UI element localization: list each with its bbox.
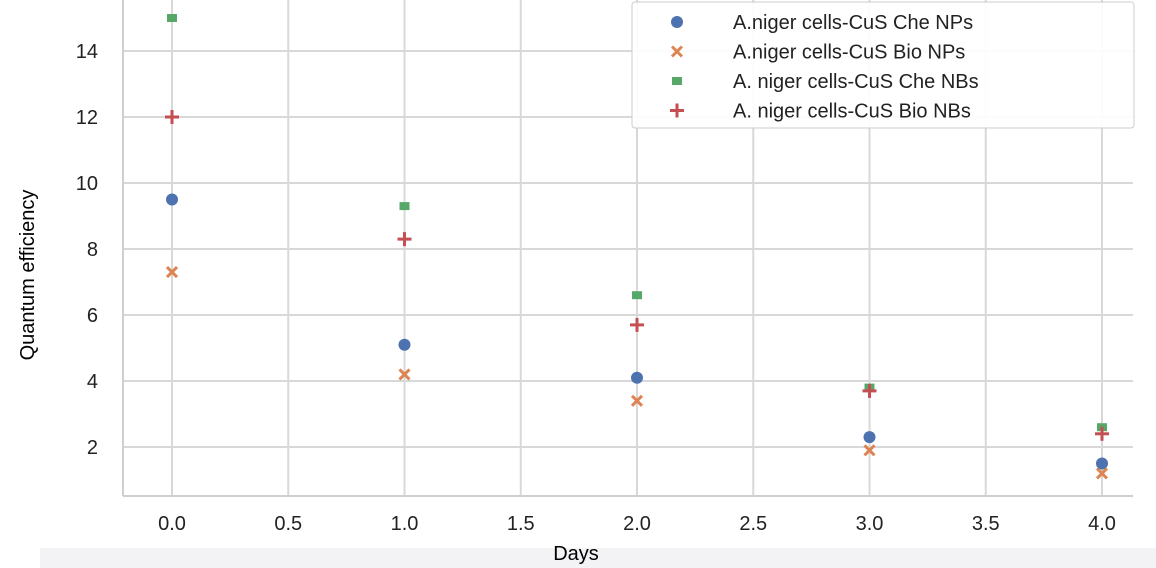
data-point-circle: [398, 338, 411, 351]
legend-label: A. niger cells-CuS Bio NBs: [733, 101, 971, 123]
data-point-circle: [1096, 457, 1108, 470]
data-point-x: [398, 368, 411, 381]
x-tick-labels: 0.0 0.5 1.0 1.5 2.0 2.5 3.0 3.5 4.0: [158, 513, 1116, 535]
legend: A.niger cells-CuS Che NPs A.niger cells-C…: [631, 1, 1135, 129]
marker-stroke: [670, 45, 684, 58]
y-tick-labels: 2 4 6 8 10 12 14: [76, 41, 98, 459]
marker-stroke: [165, 266, 179, 279]
data-point-plus: [165, 110, 179, 124]
data-point-plus: [1095, 426, 1109, 441]
x-tick-label: 0.5: [274, 513, 302, 535]
marker-stroke: [398, 368, 411, 381]
data-point-square: [399, 202, 410, 211]
data-point-plus: [630, 317, 644, 332]
data-point-square: [632, 291, 642, 300]
x-tick-label: 4.0: [1088, 513, 1116, 535]
y-tick-label: 12: [76, 107, 98, 129]
marker-stroke: [863, 444, 876, 457]
axes: [122, 0, 1133, 497]
x-tick-label: 1.0: [391, 513, 419, 535]
x-tick-label: 2.5: [739, 513, 767, 535]
x-tick-label: 1.5: [507, 513, 535, 535]
marker-stroke: [630, 394, 644, 407]
x-tick-label: 3.5: [972, 513, 1000, 535]
legend-box: [631, 1, 1135, 129]
legend-marker-circle: [671, 16, 683, 28]
data-point-plus: [397, 232, 412, 247]
x-tick-label: 3.0: [856, 513, 884, 535]
data-point-plus: [862, 383, 877, 398]
data-point-circle: [863, 431, 876, 444]
x-axis-label: Days: [553, 543, 599, 565]
y-tick-label: 4: [87, 371, 98, 393]
data-point-circle: [631, 371, 643, 384]
x-tick-label: 2.0: [623, 513, 651, 535]
legend-marker-square: [672, 77, 682, 85]
data-points: [165, 14, 1109, 480]
data-point-x: [1095, 467, 1109, 480]
x-tick-label: 0.0: [158, 513, 186, 535]
data-point-circle: [166, 193, 178, 206]
y-tick-label: 14: [76, 41, 98, 63]
legend-label: A.niger cells-CuS Bio NPs: [733, 42, 965, 64]
y-tick-label: 6: [87, 305, 98, 327]
y-tick-label: 2: [87, 437, 98, 459]
bottom-strip: [40, 548, 1156, 568]
legend-marker-x: [670, 45, 684, 58]
marker-stroke: [1095, 467, 1109, 480]
data-point-x: [863, 444, 876, 457]
y-tick-label: 8: [87, 239, 98, 261]
data-point-x: [165, 266, 179, 279]
data-point-x: [630, 394, 644, 407]
legend-marker-plus: [670, 103, 684, 118]
legend-label: A. niger cells-CuS Che NBs: [733, 71, 979, 93]
data-point-square: [167, 14, 177, 22]
y-tick-label: 10: [76, 173, 98, 195]
legend-label: A.niger cells-CuS Che NPs: [733, 12, 973, 34]
grid-lines: [123, 0, 1133, 496]
y-axis-label: Quantum efficiency: [17, 190, 39, 361]
